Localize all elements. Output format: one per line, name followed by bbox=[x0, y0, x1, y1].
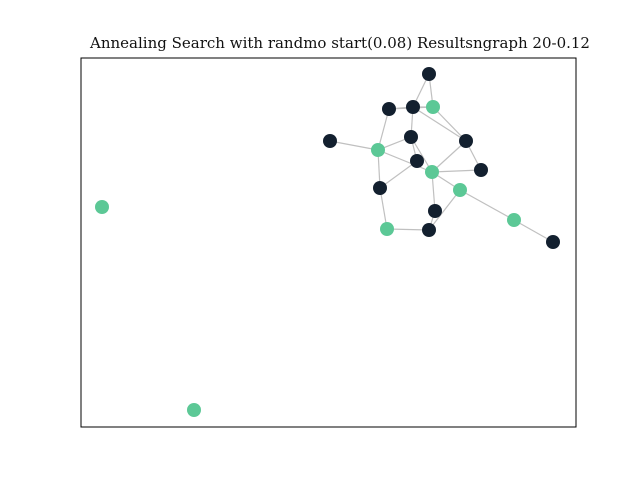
graph-edge bbox=[329, 140, 379, 151]
graph-edge bbox=[377, 108, 390, 151]
graph-edge bbox=[386, 228, 430, 231]
graph-node bbox=[323, 134, 337, 148]
graph-node-selected bbox=[380, 222, 394, 236]
graph-node-selected bbox=[187, 403, 201, 417]
graph-node bbox=[474, 163, 488, 177]
graph-edge bbox=[459, 189, 515, 221]
graph-node bbox=[422, 67, 436, 81]
graph-node bbox=[459, 134, 473, 148]
graph-node bbox=[428, 204, 442, 218]
graph-edge bbox=[431, 140, 467, 173]
graph-edge bbox=[432, 106, 467, 142]
graph-node bbox=[373, 181, 387, 195]
graph-node-selected bbox=[371, 143, 385, 157]
graph-node bbox=[406, 100, 420, 114]
graph-edge bbox=[428, 189, 461, 231]
graph-edge bbox=[377, 149, 433, 173]
graph-node bbox=[422, 223, 436, 237]
graph-node bbox=[404, 130, 418, 144]
graph-node bbox=[382, 102, 396, 116]
plot-frame bbox=[80, 57, 577, 428]
graph-edge bbox=[513, 219, 554, 243]
graph-node-selected bbox=[507, 213, 521, 227]
node-layer bbox=[95, 67, 560, 417]
graph-edge bbox=[431, 169, 482, 173]
figure-title: Annealing Search with randmo start(0.08)… bbox=[90, 34, 590, 52]
graph-node-selected bbox=[425, 165, 439, 179]
graph-node-selected bbox=[426, 100, 440, 114]
graph-node-selected bbox=[95, 200, 109, 214]
graph-node-selected bbox=[453, 183, 467, 197]
graph-node bbox=[546, 235, 560, 249]
graph-edge bbox=[379, 160, 418, 189]
graph-edge bbox=[412, 106, 467, 142]
graph-node bbox=[410, 154, 424, 168]
